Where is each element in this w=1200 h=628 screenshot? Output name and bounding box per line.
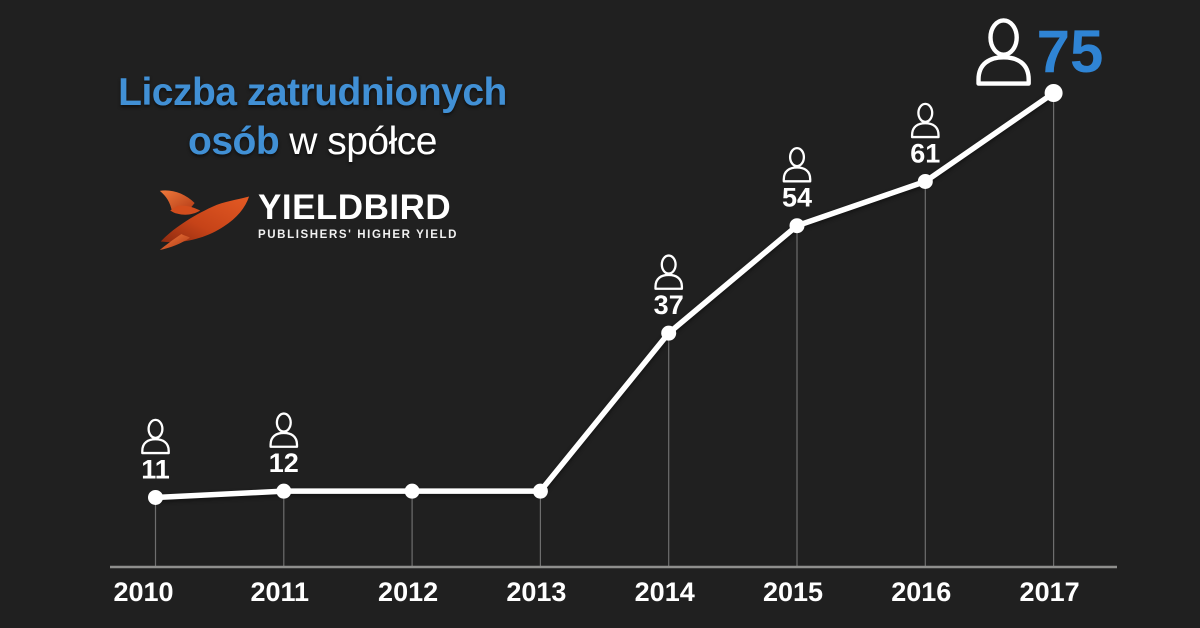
title-line-2: osób w spółce <box>85 117 540 166</box>
data-point-2014 <box>661 325 677 341</box>
value-label-2011: 12 <box>269 448 299 478</box>
person-icon <box>910 102 940 139</box>
value-label-2017: 75 <box>1037 18 1104 85</box>
value-label-2016: 61 <box>910 138 940 168</box>
year-label-2012: 2012 <box>378 577 438 607</box>
person-icon <box>269 412 299 448</box>
person-icon <box>976 18 1031 86</box>
value-label-2014: 37 <box>654 290 684 320</box>
year-label-2011: 2011 <box>251 577 310 607</box>
person-icon <box>782 146 812 183</box>
value-label-2010: 11 <box>141 454 170 484</box>
data-point-2017 <box>1044 84 1063 102</box>
logo-tagline: PUBLISHERS' HIGHER YIELD <box>258 229 459 241</box>
person-icon <box>654 254 684 290</box>
data-point-2011 <box>276 483 292 499</box>
chart-title: Liczba zatrudnionych osób w spółce <box>85 68 540 166</box>
year-label-2015: 2015 <box>763 577 823 607</box>
year-label-2010: 2010 <box>113 577 173 607</box>
logo-name: YIELDBIRD <box>258 188 452 227</box>
data-point-2012 <box>404 483 420 499</box>
year-label-2013: 2013 <box>506 577 566 607</box>
data-point-2010 <box>148 489 163 505</box>
year-label-2016: 2016 <box>891 577 951 607</box>
employees-series-line <box>152 90 1057 501</box>
value-label-2015: 54 <box>782 183 812 213</box>
year-label-2014: 2014 <box>635 577 695 607</box>
yieldbird-logo: YIELDBIRD PUBLISHERS' HIGHER YIELD <box>156 188 458 250</box>
person-icon <box>141 418 170 455</box>
logo-text: YIELDBIRD PUBLISHERS' HIGHER YIELD <box>258 190 458 241</box>
title-line2-highlight: osób <box>188 120 280 163</box>
data-point-2015 <box>789 218 805 234</box>
title-line-1: Liczba zatrudnionych <box>118 71 507 114</box>
title-line2-rest: w spółce <box>289 120 437 163</box>
data-point-2016 <box>917 173 933 189</box>
bird-icon <box>159 190 250 250</box>
year-label-2017: 2017 <box>1020 577 1080 607</box>
data-point-2013 <box>532 483 548 499</box>
